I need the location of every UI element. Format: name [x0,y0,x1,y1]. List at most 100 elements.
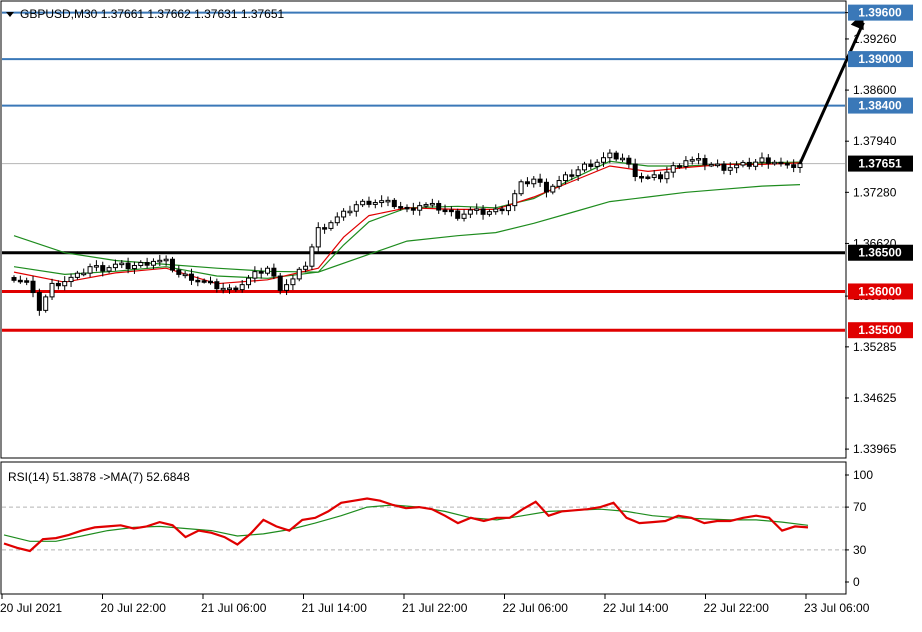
candle[interactable] [322,227,328,230]
candle[interactable] [474,208,480,211]
candle[interactable] [195,279,201,283]
candle[interactable] [505,205,511,212]
candle[interactable] [87,266,93,274]
candle[interactable] [17,279,23,283]
candle[interactable] [271,267,277,277]
candle[interactable] [550,185,556,193]
candle[interactable] [169,258,175,271]
candle[interactable] [144,261,150,266]
candle[interactable] [233,287,239,291]
candle[interactable] [708,163,714,167]
candle[interactable] [765,157,771,164]
candle[interactable] [43,296,49,311]
candle[interactable] [569,174,575,177]
candle[interactable] [220,287,226,291]
candle[interactable] [784,163,790,166]
candle[interactable] [493,208,499,213]
candle[interactable] [252,271,258,279]
candle[interactable] [182,273,188,277]
candle[interactable] [594,161,600,167]
candle[interactable] [581,163,587,171]
candle[interactable] [797,163,803,168]
candle[interactable] [125,262,131,270]
candle[interactable] [715,163,721,167]
candle[interactable] [265,267,271,274]
candle[interactable] [753,161,759,167]
candle[interactable] [778,161,784,165]
candle[interactable] [448,209,454,213]
candle[interactable] [385,199,391,203]
candle[interactable] [138,261,144,267]
candle[interactable] [677,165,683,168]
candle[interactable] [131,265,137,270]
candle[interactable] [379,200,385,204]
candle[interactable] [727,167,733,171]
candle[interactable] [112,263,118,269]
candle[interactable] [486,211,492,215]
candle[interactable] [81,272,87,276]
candle[interactable] [36,292,42,311]
candle[interactable] [309,246,315,267]
candle[interactable] [366,200,372,205]
candle[interactable] [227,287,233,291]
candle[interactable] [410,207,416,211]
candle[interactable] [188,273,194,281]
candle[interactable] [423,204,429,207]
candle[interactable] [518,181,524,195]
candle[interactable] [442,209,448,213]
candle[interactable] [613,152,619,160]
candle[interactable] [11,277,17,281]
candle[interactable] [391,199,397,208]
candle[interactable] [543,181,549,193]
candle[interactable] [670,165,676,173]
candle[interactable] [246,277,252,286]
candle[interactable] [772,161,778,165]
candle[interactable] [106,267,112,272]
candle[interactable] [607,152,613,159]
candle[interactable] [601,157,606,163]
candle[interactable] [702,158,708,166]
candle[interactable] [461,213,467,219]
candle[interactable] [499,208,505,212]
candle[interactable] [417,205,423,211]
candle[interactable] [639,176,645,179]
candle[interactable] [721,163,727,171]
candle[interactable] [30,280,36,294]
candle[interactable] [163,258,169,262]
candle[interactable] [575,169,581,177]
candle[interactable] [119,262,125,266]
candle[interactable] [455,210,461,219]
candle[interactable] [436,202,442,211]
candle[interactable] [150,260,156,266]
candle[interactable] [93,265,99,268]
candle[interactable] [157,259,163,263]
candle[interactable] [290,278,296,286]
candle[interactable] [429,202,435,206]
candle[interactable] [664,171,670,180]
candle[interactable] [467,209,473,215]
candle[interactable] [562,174,568,182]
candle[interactable] [24,280,30,283]
candle[interactable] [524,181,530,185]
candle[interactable] [626,157,632,165]
candle[interactable] [347,210,353,214]
candle[interactable] [49,282,55,298]
candle[interactable] [734,164,740,169]
candle[interactable] [239,284,245,291]
candle[interactable] [62,281,68,287]
main-chart-panel[interactable] [0,0,847,459]
candle[interactable] [531,178,537,185]
candle[interactable] [658,174,664,180]
candle[interactable] [341,210,347,218]
candle[interactable] [68,276,74,283]
candle[interactable] [328,222,334,229]
candle[interactable] [651,174,657,178]
candle[interactable] [360,200,366,206]
candle[interactable] [277,275,283,291]
candle[interactable] [315,227,321,248]
candle[interactable] [632,163,638,178]
candle[interactable] [588,163,594,167]
candle[interactable] [759,157,765,163]
candle[interactable] [537,178,543,183]
candle[interactable] [404,206,410,210]
